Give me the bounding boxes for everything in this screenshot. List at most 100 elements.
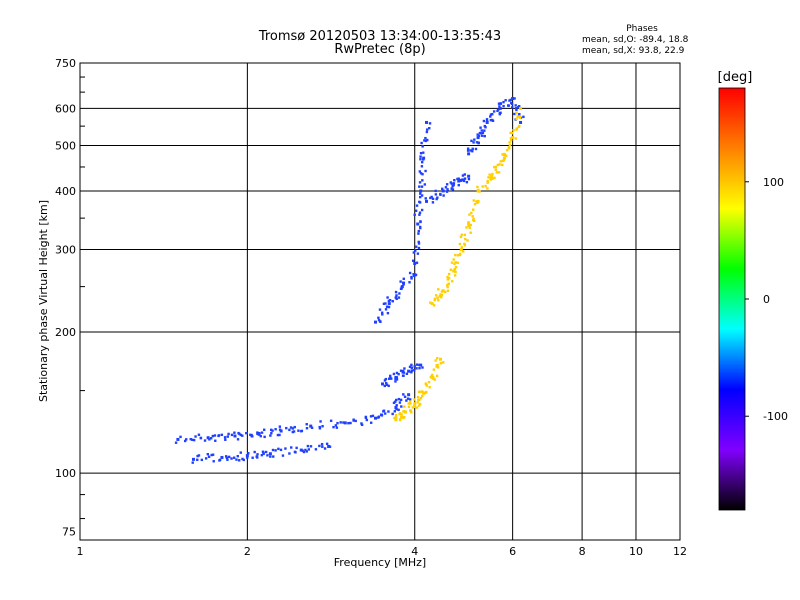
data-point	[467, 177, 471, 181]
data-point	[467, 222, 471, 226]
data-point	[226, 458, 229, 461]
y-tick-label: 200	[55, 326, 76, 339]
data-point	[508, 143, 512, 147]
phase-legend-o: mean, sd,O: -89.4, 18.8	[582, 35, 689, 45]
data-point	[354, 419, 357, 423]
data-point	[266, 454, 269, 457]
data-point	[518, 115, 522, 118]
data-point	[467, 224, 471, 228]
data-point	[462, 250, 465, 253]
x-tick-label: 6	[509, 545, 516, 558]
data-point	[451, 280, 454, 283]
data-point	[478, 190, 481, 193]
data-point	[469, 149, 472, 152]
data-point	[452, 258, 455, 261]
data-point	[453, 274, 457, 277]
data-point	[277, 447, 280, 451]
data-point	[465, 180, 469, 184]
data-point	[440, 293, 443, 297]
data-point	[210, 453, 213, 457]
data-point	[403, 410, 406, 413]
data-point	[414, 249, 417, 252]
data-point	[513, 97, 516, 100]
data-point	[196, 454, 199, 458]
data-point	[509, 137, 513, 140]
data-point	[446, 275, 449, 279]
data-point	[486, 187, 489, 190]
data-point	[238, 459, 241, 462]
data-point	[402, 371, 406, 374]
x-tick-label: 8	[579, 545, 586, 558]
data-point	[474, 147, 478, 151]
x-tick-label: 10	[629, 545, 643, 558]
data-point	[436, 196, 439, 199]
data-point	[189, 437, 192, 441]
data-point	[454, 265, 458, 269]
data-point	[454, 270, 457, 274]
data-point	[386, 311, 390, 315]
data-point	[183, 439, 187, 443]
data-point	[309, 425, 313, 428]
colorbar	[718, 87, 746, 511]
data-point	[274, 449, 277, 452]
data-point	[436, 366, 440, 369]
data-point	[432, 368, 436, 371]
data-point	[499, 160, 502, 163]
data-point	[380, 414, 384, 417]
data-point	[497, 108, 500, 111]
data-point	[424, 382, 427, 385]
data-point	[420, 160, 424, 164]
data-point	[453, 262, 456, 266]
data-point	[294, 451, 297, 454]
data-point	[488, 173, 491, 176]
data-point	[515, 117, 518, 121]
data-point	[384, 308, 388, 311]
data-point	[321, 445, 324, 448]
data-point	[420, 185, 424, 188]
data-point	[402, 369, 405, 373]
data-point	[467, 174, 471, 178]
data-point	[249, 433, 252, 437]
data-point	[446, 289, 450, 292]
data-point	[420, 141, 423, 145]
data-point	[489, 178, 492, 181]
data-point	[461, 174, 465, 177]
data-point	[425, 130, 429, 134]
data-point	[504, 99, 507, 102]
data-point	[291, 430, 294, 434]
data-point	[349, 421, 352, 425]
colorbar-label: [deg]	[718, 70, 753, 85]
data-point	[220, 455, 224, 459]
data-point	[480, 129, 483, 132]
data-point	[469, 231, 472, 234]
y-tick-label: 75	[62, 526, 76, 539]
data-point	[516, 115, 520, 119]
data-point	[269, 428, 273, 432]
data-point	[263, 435, 266, 439]
data-point	[419, 189, 423, 193]
data-point	[418, 195, 422, 199]
data-point	[236, 454, 239, 458]
data-point	[213, 434, 217, 437]
data-point	[415, 204, 419, 207]
data-point	[472, 199, 475, 202]
data-point	[515, 108, 518, 112]
data-point	[428, 126, 431, 130]
data-point	[453, 267, 457, 271]
data-point	[423, 183, 427, 186]
data-point	[191, 457, 195, 461]
data-point	[476, 136, 480, 140]
data-point	[416, 252, 420, 255]
data-point	[439, 193, 442, 196]
data-point	[385, 383, 389, 387]
data-point	[464, 237, 467, 241]
data-point	[419, 220, 422, 224]
data-point	[384, 382, 388, 385]
data-point	[411, 259, 415, 262]
y-tick-label: 750	[55, 57, 76, 70]
data-point	[233, 431, 236, 434]
data-point	[424, 139, 428, 143]
data-point	[453, 178, 456, 182]
data-point	[325, 442, 329, 446]
data-point	[507, 104, 510, 107]
